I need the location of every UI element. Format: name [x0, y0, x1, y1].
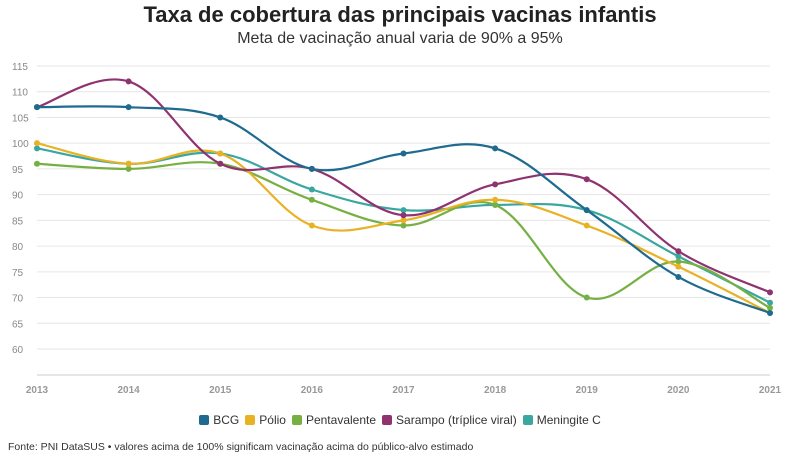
legend-swatch: [382, 415, 393, 425]
legend-swatch: [199, 415, 210, 425]
data-point-bcg: [217, 114, 224, 121]
x-tick-label: 2014: [118, 385, 141, 396]
legend-item: BCG: [199, 413, 239, 427]
y-tick-label: 75: [12, 268, 24, 279]
legend-item: Sarampo (tríplice viral): [382, 413, 517, 427]
y-tick-label: 80: [12, 242, 24, 253]
series-line-pentavalente: [36, 161, 771, 309]
x-tick-label: 2017: [392, 385, 415, 396]
data-point-bcg: [492, 145, 499, 152]
data-point-sarampo-tr-plice-viral: [125, 78, 132, 85]
data-point-p-lio: [583, 222, 590, 229]
y-tick-label: 110: [12, 88, 28, 99]
data-point-bcg: [583, 207, 590, 214]
data-point-meningite-c: [675, 253, 682, 260]
data-point-meningite-c: [767, 299, 773, 306]
x-tick-label: 2021: [759, 385, 782, 396]
data-point-sarampo-tr-plice-viral: [675, 248, 682, 255]
data-point-pentavalente: [767, 304, 773, 311]
data-point-p-lio: [492, 196, 499, 203]
data-point-sarampo-tr-plice-viral: [492, 181, 499, 188]
y-tick-label: 100: [12, 139, 29, 150]
y-tick-label: 95: [12, 165, 24, 176]
data-point-bcg: [767, 309, 773, 316]
legend-label: Pólio: [259, 413, 286, 427]
data-point-bcg: [34, 104, 40, 111]
legend-item: Meningite C: [522, 413, 601, 427]
y-tick-label: 90: [12, 191, 24, 202]
data-point-pentavalente: [492, 201, 499, 208]
data-point-meningite-c: [400, 207, 407, 214]
legend-label: Pentavalente: [305, 413, 377, 427]
data-point-bcg: [125, 104, 132, 111]
data-point-pentavalente: [583, 294, 590, 301]
data-point-sarampo-tr-plice-viral: [767, 289, 773, 296]
data-point-sarampo-tr-plice-viral: [400, 212, 407, 219]
data-point-p-lio: [400, 217, 407, 224]
data-point-p-lio: [308, 222, 315, 229]
chart-legend: BCG Pólio Pentavalente Sarampo (tríplice vi…: [0, 413, 800, 427]
chart-title: Taxa de cobertura das principais vacinas…: [143, 2, 657, 27]
legend-label: Sarampo (tríplice viral): [396, 413, 517, 427]
data-point-pentavalente: [34, 160, 40, 167]
data-point-p-lio: [34, 140, 40, 147]
data-point-pentavalente: [400, 222, 407, 229]
data-point-bcg: [400, 150, 407, 157]
x-tick-label: 2019: [576, 385, 599, 396]
y-tick-label: 60: [12, 345, 24, 356]
y-tick-label: 85: [12, 216, 24, 227]
legend-swatch: [245, 415, 256, 425]
legend-item: Pólio: [245, 413, 286, 427]
data-point-pentavalente: [308, 196, 315, 203]
legend-swatch: [291, 415, 302, 425]
legend-item: Pentavalente: [291, 413, 377, 427]
data-point-bcg: [308, 165, 315, 172]
legend-label: Meningite C: [536, 413, 601, 427]
data-point-sarampo-tr-plice-viral: [583, 176, 590, 183]
y-tick-label: 65: [12, 319, 24, 330]
source-note: Fonte: PNI DataSUS • valores acima de 10…: [8, 441, 474, 453]
y-tick-label: 105: [12, 113, 29, 124]
data-point-p-lio: [675, 263, 682, 270]
data-point-p-lio: [125, 160, 132, 167]
x-tick-label: 2018: [484, 385, 507, 396]
data-point-bcg: [675, 273, 682, 280]
x-tick-label: 2015: [209, 385, 232, 396]
data-point-pentavalente: [675, 258, 682, 265]
y-tick-label: 115: [12, 62, 28, 73]
x-tick-label: 2013: [26, 385, 49, 396]
data-point-pentavalente: [125, 165, 132, 172]
legend-swatch: [522, 415, 533, 425]
data-point-meningite-c: [308, 186, 315, 193]
data-point-meningite-c: [34, 145, 40, 152]
x-tick-label: 2020: [667, 385, 690, 396]
chart-subtitle: Meta de vacinação anual varia de 90% a 9…: [237, 30, 563, 47]
line-chart: 60 65 70 75 80 85 90 95 100 105 110 115 2013 2014 2015…: [12, 62, 782, 396]
x-tick-label: 2016: [301, 385, 324, 396]
legend-label: BCG: [213, 413, 240, 427]
data-point-p-lio: [217, 150, 224, 157]
data-point-sarampo-tr-plice-viral: [217, 160, 224, 167]
y-tick-label: 70: [12, 294, 24, 305]
series-line-sarampo-tr-plice-viral: [36, 78, 771, 294]
